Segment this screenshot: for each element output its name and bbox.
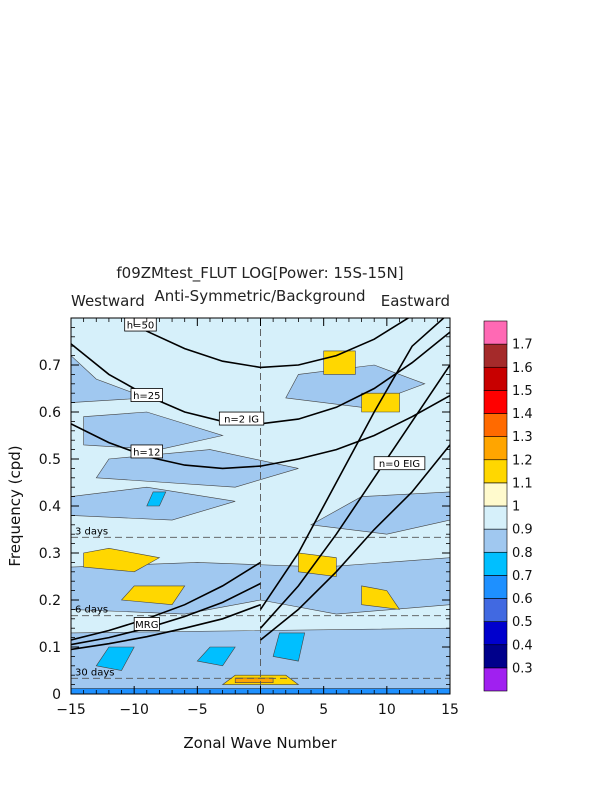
colorbar-swatch-14 [483,343,508,368]
dispersion-label-box-1 [130,388,164,402]
chart-subtitle: Anti-Symmetric/Background [154,287,365,305]
dispersion-label-box-3 [218,411,265,426]
y-tick-label: 0.2 [39,593,61,609]
contour-region-14 [120,585,186,606]
eastward-label: Eastward [381,292,450,310]
colorbar-label-0: 0.3 [512,661,533,676]
y-axis-title: Frequency (cpd) [6,445,24,566]
period-label-0: 3 days [75,526,108,537]
x-tick-label: −5 [187,702,208,718]
colorbar-label-1: 0.4 [512,638,533,653]
colorbar-label-8: 1.1 [512,476,533,491]
colorbar-swatch-8 [483,482,508,507]
colorbar-label-11: 1.4 [512,407,533,422]
colorbar-swatch-6 [483,528,508,553]
y-tick-label: 0.3 [39,546,61,562]
period-label-2: 30 days [75,667,115,678]
colorbar-label-9: 1.2 [512,453,533,468]
colorbar-label-4: 0.7 [512,569,533,584]
colorbar-swatch-10 [483,436,508,461]
y-tick-label: 0.7 [39,358,61,374]
dispersion-label-3: n=2 IG [224,415,259,426]
dispersion-labels: h=50 h=25 h=12 n=2 IG n=0 EIG MRG [124,318,426,631]
dispersion-curves [71,318,450,651]
dispersion-curve-6 [71,561,261,641]
contour-region-16 [361,392,400,413]
colorbar-swatch-4 [483,575,508,599]
x-tick-label: 0 [256,702,265,718]
colorbar-label-14: 1.7 [512,338,533,353]
colorbar-label-3: 0.6 [512,592,533,607]
x-tick-label: −10 [119,702,149,718]
contour-region-10 [272,632,306,662]
colorbar-label-7: 1 [512,500,520,515]
dispersion-curve-5 [259,444,450,641]
contour-region-5 [310,491,450,535]
dispersion-label-0: h=50 [127,321,154,332]
dispersion-label-4: n=0 EIG [379,459,420,470]
colorbar-swatch-0 [483,667,508,692]
contour-region-18 [361,585,401,610]
dispersion-label-box-4 [373,456,426,471]
chart-title: f09ZMtest_FLUT LOG[Power: 15S-15N] [116,264,403,283]
x-tick-label: 10 [378,702,396,718]
period-label-1: 6 days [75,605,108,616]
colorbar: 0.3 0.4 0.5 0.6 0.7 0.8 0.9 1 1.1 1.2 1.3 1.4 1.5 1.6… [483,320,533,692]
colorbar-label-5: 0.8 [512,546,533,561]
colorbar-swatch-15 [483,320,508,345]
dispersion-curve-7 [71,582,261,646]
dispersion-label-box-5 [133,617,160,631]
colorbar-label-10: 1.3 [512,430,533,445]
y-tick-label: 0.4 [39,499,61,515]
dispersion-label-5: MRG [135,620,158,631]
colorbar-swatch-1 [483,644,508,669]
dispersion-curve-4 [259,364,450,629]
dispersion-label-box-2 [130,444,164,459]
x-axis-title: Zonal Wave Number [183,734,337,752]
colorbar-swatch-11 [483,413,508,437]
contour-region-11 [146,491,167,507]
colorbar-label-6: 0.9 [512,523,533,538]
contour-region-13 [83,547,161,573]
colorbar-label-2: 0.5 [512,615,533,630]
contour-region-19 [298,552,337,577]
y-tick-label: 0.1 [39,640,61,656]
dispersion-curve-3 [259,318,445,610]
dispersion-curve-8 [71,603,261,651]
y-tick-label: 0 [52,687,61,703]
colorbar-swatch-13 [483,366,508,391]
contour-region-0 [71,355,147,403]
colorbar-swatch-3 [483,598,508,622]
colorbar-swatch-9 [483,459,508,484]
contour-region-9 [196,646,236,667]
axis-ticks: −15 −10 −5 0 5 10 15 0 0.1 0.2 0.3 0.4 0.5 0.6 0.7 [39,318,459,718]
x-tick-label: 5 [319,702,328,718]
westward-label: Westward [71,292,145,310]
colorbar-swatch-7 [483,505,508,530]
colorbar-label-13: 1.6 [512,361,533,376]
y-tick-label: 0.6 [39,405,61,421]
colorbar-swatch-12 [483,390,508,414]
x-tick-label: −15 [56,702,86,718]
dispersion-label-2: h=12 [133,447,160,458]
y-tick-label: 0.5 [39,452,61,468]
colorbar-swatch-5 [483,551,508,576]
dispersion-label-1: h=25 [133,391,160,402]
colorbar-label-12: 1.5 [512,384,533,399]
contour-region-2 [95,449,299,488]
colorbar-swatch-2 [483,621,508,646]
contour-region-8 [95,646,135,671]
plot-area: 3 days 6 days 30 days h=50 h=25 h=12 n=2 IG n=… [71,318,450,694]
x-tick-label: 15 [441,702,459,718]
